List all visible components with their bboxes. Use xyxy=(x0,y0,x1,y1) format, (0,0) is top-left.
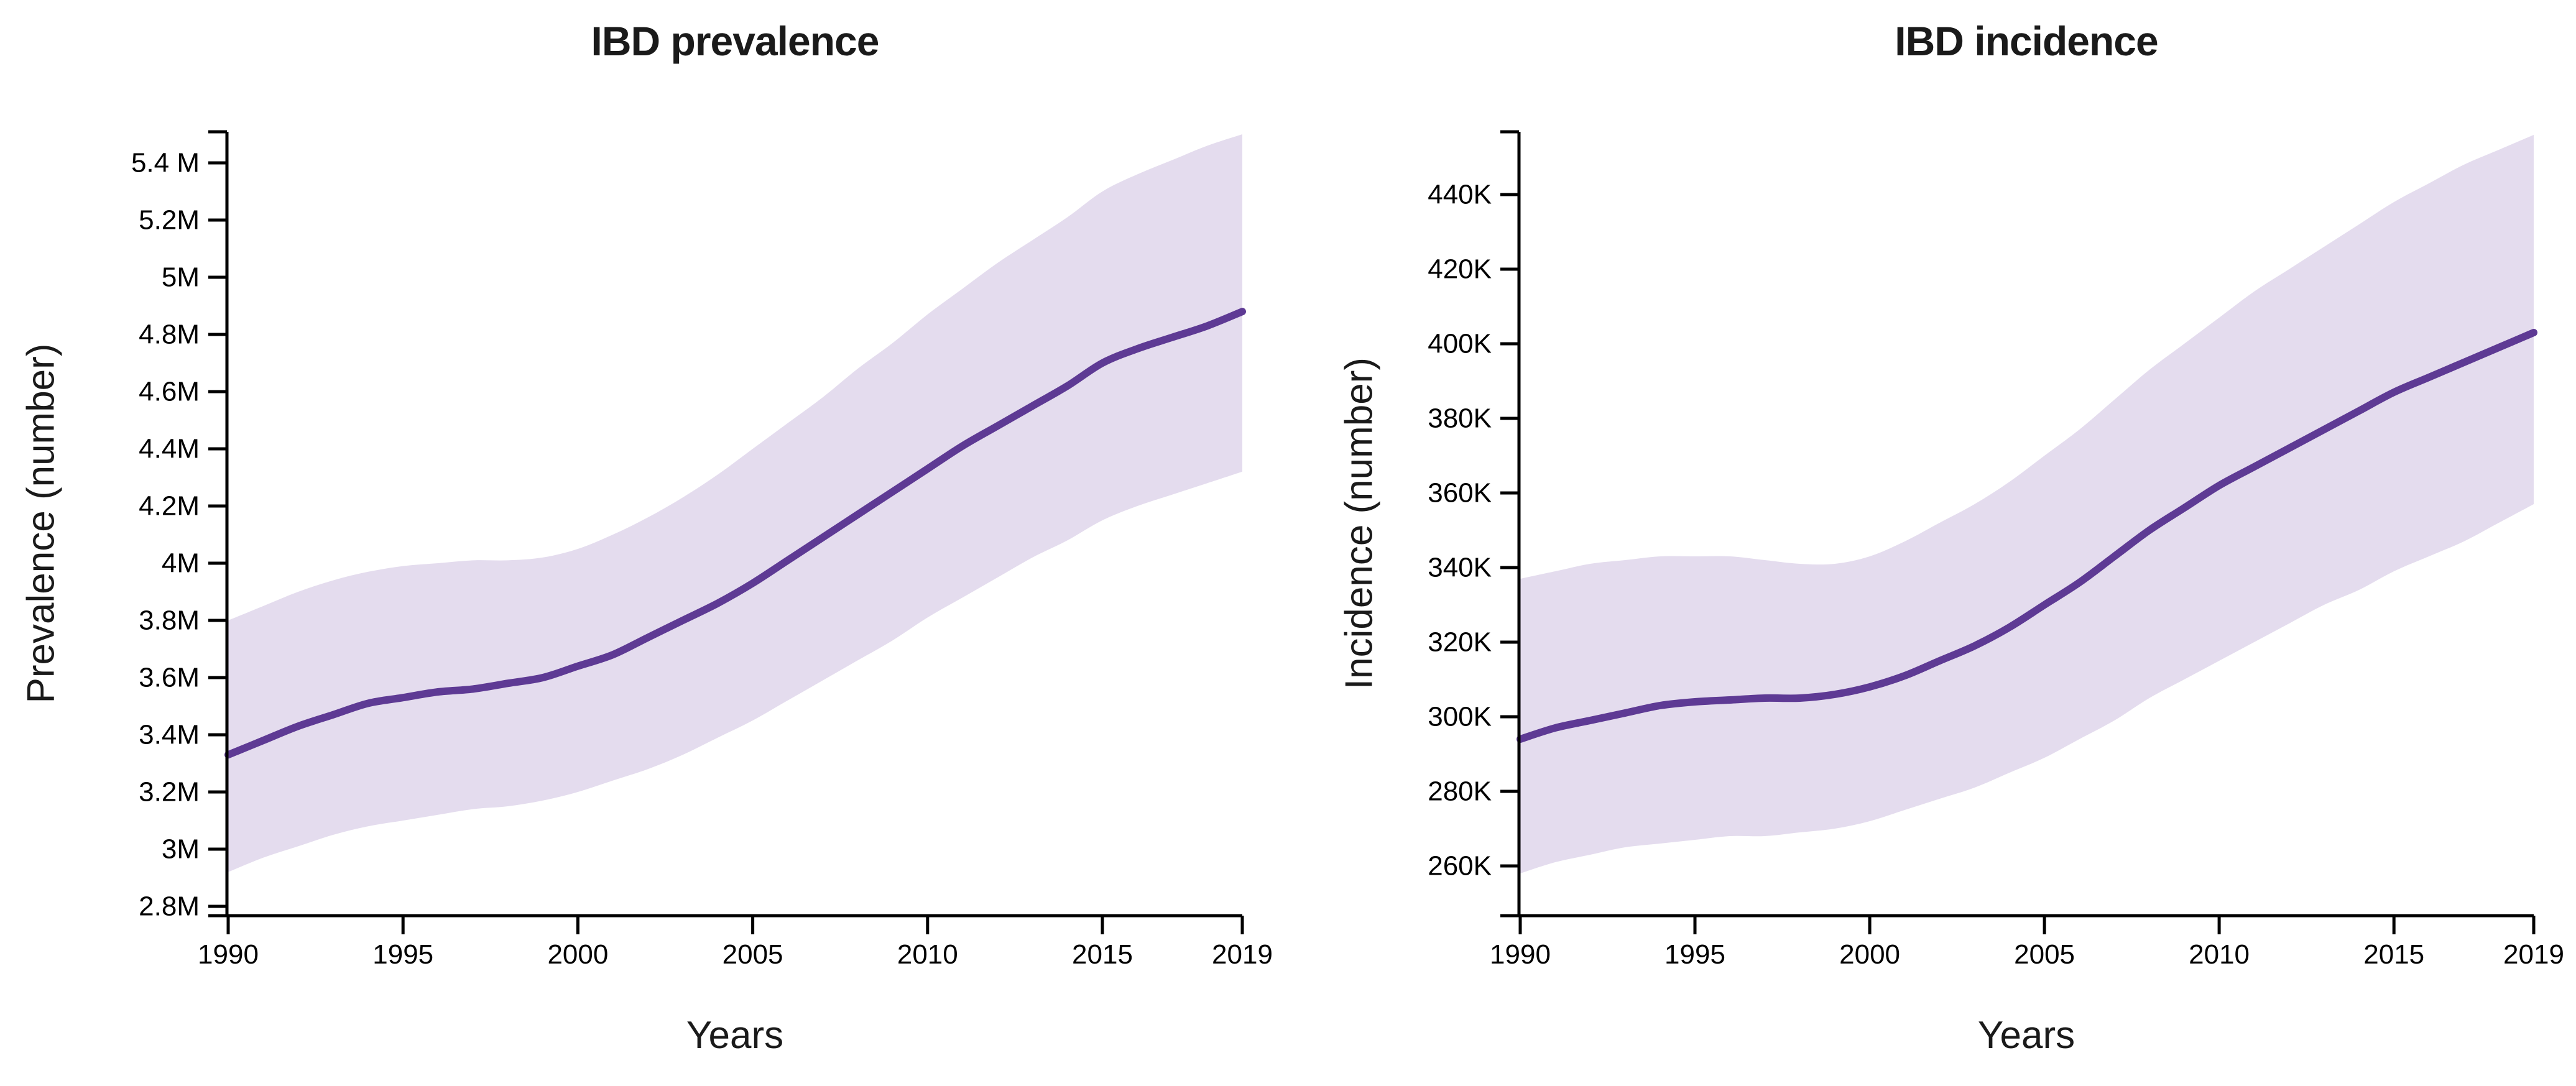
prevalence-x-tick-label: 2005 xyxy=(722,939,783,970)
incidence-y-tick-label: 260K xyxy=(1428,851,1492,881)
prevalence-y-tick-label: 3.4M xyxy=(139,720,200,750)
prevalence-y-tick-label: 3.2M xyxy=(139,777,200,808)
prevalence-chart-title: IBD prevalence xyxy=(591,18,880,64)
incidence-y-tick-label: 400K xyxy=(1428,329,1492,359)
prevalence-x-tick-label: 2015 xyxy=(1072,939,1133,970)
prevalence-y-tick-label: 4.8M xyxy=(139,320,200,350)
prevalence-y-tick-label: 4.4M xyxy=(139,434,200,464)
incidence-x-axis-label: Years xyxy=(1977,1014,2075,1057)
prevalence-y-tick-label: 3.8M xyxy=(139,605,200,636)
prevalence-x-tick-label: 2010 xyxy=(897,939,958,970)
incidence-y-tick-label: 380K xyxy=(1428,403,1492,434)
incidence-y-tick-label: 340K xyxy=(1428,553,1492,583)
incidence-y-tick-label: 300K xyxy=(1428,702,1492,732)
incidence-x-tick-label: 2000 xyxy=(1839,939,1900,970)
prevalence-y-tick-label: 3M xyxy=(162,834,200,865)
prevalence-mean-line xyxy=(224,308,1246,759)
prevalence-confidence-band xyxy=(228,134,1242,872)
prevalence-y-tick-label: 5M xyxy=(162,262,200,293)
incidence-chart: 440K 420K 400K 380K 360K 340K 320K 300K 280K 260K… xyxy=(1428,130,2564,970)
incidence-y-tick-label: 280K xyxy=(1428,776,1492,807)
prevalence-y-tick-label: 4.6M xyxy=(139,377,200,407)
prevalence-y-axis-label: Prevalence (number) xyxy=(19,343,63,704)
prevalence-x-tick-label: 2019 xyxy=(1212,939,1273,970)
prevalence-y-tick-label: 2.8M xyxy=(139,891,200,922)
incidence-x-tick-label: 2005 xyxy=(2014,939,2075,970)
prevalence-x-axis-label: Years xyxy=(686,1014,784,1057)
incidence-y-tick-label: 360K xyxy=(1428,478,1492,508)
prevalence-x-tick-label: 1990 xyxy=(198,939,259,970)
incidence-x-tick-label: 2019 xyxy=(2503,939,2564,970)
incidence-x-tick-label: 1995 xyxy=(1664,939,1725,970)
prevalence-y-tick-label: 4M xyxy=(162,548,200,579)
incidence-y-tick-label: 320K xyxy=(1428,627,1492,658)
prevalence-chart: 5.4 M 5.2M 5M 4.8M 4.6M 4.4M 4.2M 4M 3.8M 3.6M 3.4… xyxy=(131,130,1273,970)
incidence-y-tick-label: 420K xyxy=(1428,254,1492,285)
incidence-x-tick-label: 2010 xyxy=(2189,939,2250,970)
incidence-confidence-band xyxy=(1520,135,2534,873)
incidence-chart-title: IBD incidence xyxy=(1895,18,2158,64)
prevalence-x-tick-label: 1995 xyxy=(372,939,433,970)
incidence-x-tick-label: 2015 xyxy=(2363,939,2424,970)
prevalence-y-tick-label: 4.2M xyxy=(139,491,200,522)
prevalence-y-tick-label: 5.4 M xyxy=(131,148,200,178)
incidence-y-axis-label: Incidence (number) xyxy=(1337,357,1381,690)
incidence-x-tick-label: 1990 xyxy=(1490,939,1551,970)
prevalence-y-tick-label: 3.6M xyxy=(139,663,200,693)
prevalence-y-tick-label: 5.2M xyxy=(139,205,200,236)
incidence-mean-line xyxy=(1517,329,2537,743)
prevalence-x-tick-label: 2000 xyxy=(547,939,608,970)
incidence-y-tick-label: 440K xyxy=(1428,180,1492,210)
